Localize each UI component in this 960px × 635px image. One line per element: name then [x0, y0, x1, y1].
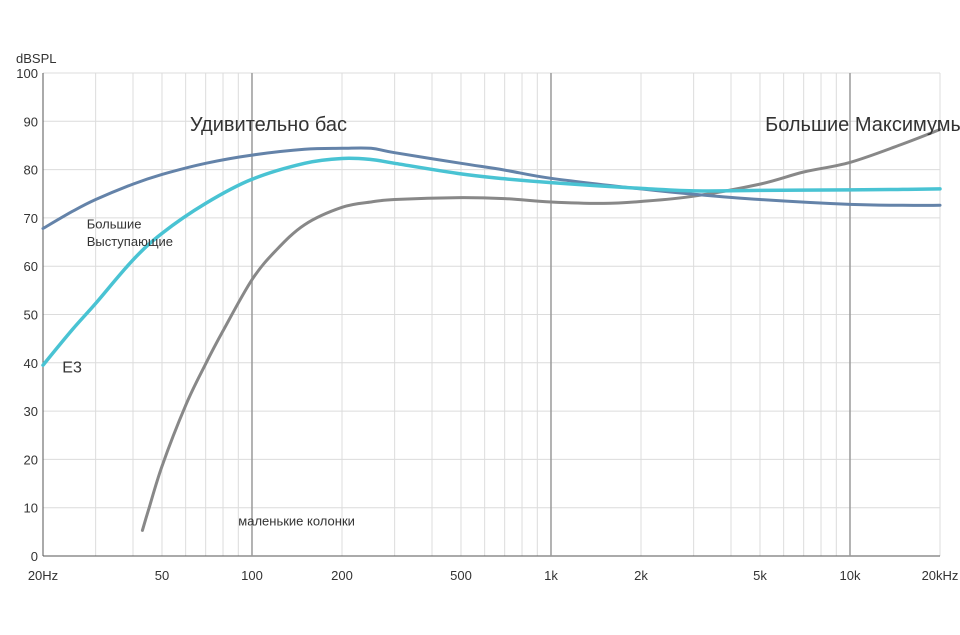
y-tick-label: 50	[24, 308, 38, 323]
y-axis-title: dBSPL	[16, 51, 56, 66]
x-tick-labels: 20Hz 50 100 200 500 1k 2k 5k 10k 20kHz	[28, 568, 959, 583]
x-tick-label: 2k	[634, 568, 648, 583]
y-tick-label: 0	[31, 549, 38, 564]
x-tick-label: 1k	[544, 568, 558, 583]
annotation: Удивительно бас	[190, 114, 347, 136]
major-gridlines	[42, 73, 851, 556]
y-tick-labels: 0 10 20 30 40 50 60 70 80 90 100	[16, 66, 38, 564]
annotation: Большие Максимумы	[765, 114, 960, 136]
annotation: маленькие колонки	[238, 514, 355, 529]
y-tick-label: 10	[24, 501, 38, 516]
y-tick-label: 70	[24, 211, 38, 226]
x-tick-label: 50	[155, 568, 169, 583]
x-tick-label: 20Hz	[28, 568, 58, 583]
series-layer	[41, 128, 942, 532]
series-line-2	[140, 128, 942, 532]
y-tick-label: 100	[16, 66, 38, 81]
y-tick-label: 90	[24, 114, 38, 129]
annotation: Выступающие	[87, 234, 173, 249]
x-tick-label: 10k	[840, 568, 861, 583]
annotations: Удивительно бас Большие Максимумы Большие В…	[62, 114, 960, 529]
series-line-0	[41, 146, 942, 230]
y-tick-label: 30	[24, 404, 38, 419]
y-tick-label: 40	[24, 356, 38, 371]
x-tick-label: 100	[241, 568, 263, 583]
y-tick-label: 20	[24, 452, 38, 467]
x-tick-label: 500	[450, 568, 472, 583]
series-line-1	[41, 156, 942, 367]
annotation: Большие	[87, 217, 142, 232]
minor-gridlines	[42, 72, 941, 557]
x-tick-label: 200	[331, 568, 353, 583]
y-tick-label: 80	[24, 163, 38, 178]
x-tick-label: 20kHz	[922, 568, 959, 583]
annotation: E3	[62, 359, 82, 376]
y-tick-label: 60	[24, 259, 38, 274]
x-tick-label: 5k	[753, 568, 767, 583]
